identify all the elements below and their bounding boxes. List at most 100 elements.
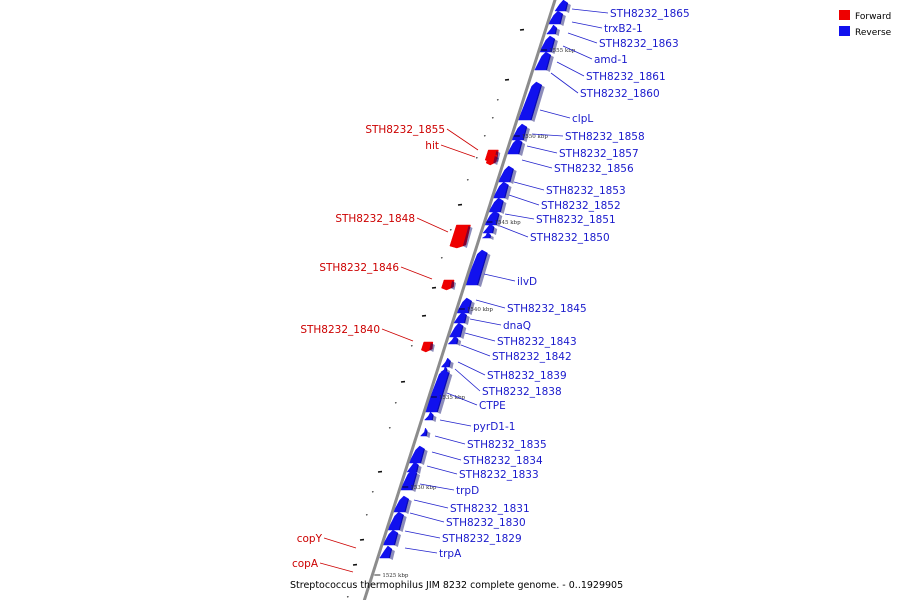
gene-label-dnaq[interactable]: dnaQ xyxy=(503,320,531,332)
gene-label-trpd[interactable]: trpD xyxy=(456,485,479,497)
gene-sth8232-1863[interactable] xyxy=(546,24,558,35)
gene-shade-sth8232-1865 xyxy=(565,3,571,13)
scale-ticks: 1555 kbp 1550 kbp 1545 kbp 1540 kbp 1535 kbp… xyxy=(374,48,576,579)
gene-shade-sth8232-1852 xyxy=(495,214,503,227)
leader-trpd xyxy=(419,483,455,491)
gene-label-ctpe[interactable]: CTPE xyxy=(479,400,506,412)
gene-sth8232-1861[interactable] xyxy=(534,51,552,71)
gene-label-sth8232-1834[interactable]: STH8232_1834 xyxy=(463,455,543,467)
leader-sth8232-1835 xyxy=(434,435,466,445)
gene-label-sth8232-1857[interactable]: STH8232_1857 xyxy=(559,148,639,160)
leader-copa xyxy=(319,562,354,573)
gene-label-sth8232-1865[interactable]: STH8232_1865 xyxy=(610,8,690,20)
gene-shade-sth8232-1853 xyxy=(499,201,507,214)
gene-label-sth8232-1835[interactable]: STH8232_1835 xyxy=(467,439,547,451)
gene-label-sth8232-1840[interactable]: STH8232_1840 xyxy=(300,324,380,336)
gene-label-sth8232-1856[interactable]: STH8232_1856 xyxy=(554,163,634,175)
leader-sth8232-1831 xyxy=(413,499,449,509)
gene-label-sth8232-1833[interactable]: STH8232_1833 xyxy=(459,469,539,481)
gene-label-sth8232-1842[interactable]: STH8232_1842 xyxy=(492,351,572,363)
gene-shade-sth8232-1850 xyxy=(489,235,494,240)
legend-forward-label: Forward xyxy=(855,12,891,22)
gene-label-hit[interactable]: hit xyxy=(425,140,439,152)
gene-label-amd-1[interactable]: amd-1 xyxy=(594,54,628,66)
leader-sth8232-1830 xyxy=(409,512,445,523)
gene-label-sth8232-1845[interactable]: STH8232_1845 xyxy=(507,303,587,315)
gene-shade-sth8232-1830 xyxy=(398,515,407,532)
gene-label-sth8232-1830[interactable]: STH8232_1830 xyxy=(446,517,526,529)
gene-sth8232-1835[interactable] xyxy=(419,427,428,437)
gene-sth8232-1839[interactable] xyxy=(440,357,451,368)
gene-label-sth8232-1829[interactable]: STH8232_1829 xyxy=(442,533,522,545)
gene-dnaq[interactable] xyxy=(453,311,468,324)
leader-sth8232-1839 xyxy=(457,361,486,376)
gene-shade-sth8232-1834 xyxy=(419,449,428,465)
gene-label-sth8232-1855[interactable]: STH8232_1855 xyxy=(365,124,445,136)
gene-label-trpa[interactable]: trpA xyxy=(439,548,462,560)
leader-trxb2-1 xyxy=(571,21,603,29)
gene-sth8232-1865[interactable] xyxy=(554,0,569,12)
gene-sth8232-1848[interactable] xyxy=(449,224,471,249)
gene-shade-dnaq xyxy=(463,315,470,325)
gene-sth8232-1840[interactable] xyxy=(420,341,434,353)
gene-trpa[interactable] xyxy=(379,545,393,559)
gene-pyrd1-1[interactable] xyxy=(423,411,434,421)
gene-shade-hit xyxy=(493,156,499,165)
gene-sth8232-1850[interactable] xyxy=(481,231,491,239)
gene-shade-sth8232-1833 xyxy=(416,465,422,474)
leader-sth8232-1848 xyxy=(416,217,449,233)
gene-shade-sth8232-1845 xyxy=(467,301,475,315)
leader-sth8232-1858 xyxy=(531,133,564,137)
gene-label-pyrd1-1[interactable]: pyrD1-1 xyxy=(473,421,515,433)
gene-sth8232-1842[interactable] xyxy=(447,335,459,345)
gene-label-sth8232-1850[interactable]: STH8232_1850 xyxy=(530,232,610,244)
gene-label-sth8232-1861[interactable]: STH8232_1861 xyxy=(586,71,666,83)
gene-sth8232-1833[interactable] xyxy=(406,461,419,473)
gene-label-ilvd[interactable]: ilvD xyxy=(517,276,537,288)
gene-label-sth8232-1863[interactable]: STH8232_1863 xyxy=(599,38,679,50)
gene-sth8232-1860[interactable] xyxy=(518,81,543,121)
gene-shade-sth8232-1860 xyxy=(530,85,545,122)
gene-hit[interactable] xyxy=(485,154,498,166)
leader-trpa xyxy=(404,547,438,554)
gene-shade-sth8232-1856 xyxy=(504,185,512,200)
gene-sth8232-1838[interactable] xyxy=(439,365,448,373)
gene-shade-trpa xyxy=(388,549,395,560)
gene-labels: STH8232_1865 trxB2-1 STH8232_1863 amd-1 STH8… xyxy=(292,8,690,570)
gene-sth8232-1846[interactable] xyxy=(441,279,455,291)
gene-label-trxb2-1[interactable]: trxB2-1 xyxy=(604,23,643,35)
gene-label-sth8232-1851[interactable]: STH8232_1851 xyxy=(536,214,616,226)
gene-label-sth8232-1839[interactable]: STH8232_1839 xyxy=(487,370,567,382)
gene-label-sth8232-1853[interactable]: STH8232_1853 xyxy=(546,185,626,197)
gene-label-sth8232-1858[interactable]: STH8232_1858 xyxy=(565,131,645,143)
leader-sth8232-1855 xyxy=(446,128,479,151)
gene-shade-ilvd xyxy=(476,253,491,287)
gene-label-sth8232-1838[interactable]: STH8232_1838 xyxy=(482,386,562,398)
leader-sth8232-1838 xyxy=(454,368,481,392)
gene-shade-sth8232-1843 xyxy=(459,326,467,339)
leader-pyrd1-1 xyxy=(439,419,472,427)
gene-label-sth8232-1848[interactable]: STH8232_1848 xyxy=(335,213,415,225)
leader-sth8232-1845 xyxy=(475,299,506,309)
gene-label-sth8232-1860[interactable]: STH8232_1860 xyxy=(580,88,660,100)
gene-label-sth8232-1846[interactable]: STH8232_1846 xyxy=(319,262,399,274)
gene-shade-sth8232-1863 xyxy=(554,28,560,36)
gene-label-sth8232-1852[interactable]: STH8232_1852 xyxy=(541,200,621,212)
gene-label-copy[interactable]: copY xyxy=(297,533,323,545)
leader-dnaq xyxy=(469,318,502,326)
scale-tick-label: 1525 kbp xyxy=(382,573,409,579)
leader-ctpe xyxy=(446,392,478,406)
gene-label-sth8232-1831[interactable]: STH8232_1831 xyxy=(450,503,530,515)
legend: Forward Reverse xyxy=(839,10,892,38)
leader-sth8232-1851 xyxy=(504,213,535,220)
gene-label-clpl[interactable]: clpL xyxy=(572,113,593,125)
gene-shade-trxb2-1 xyxy=(559,14,566,26)
gene-sth8232-1851[interactable] xyxy=(482,223,495,234)
gene-shade-sth8232-1835 xyxy=(425,431,431,438)
legend-forward-swatch xyxy=(839,10,850,20)
gene-shade-sth8232-1846 xyxy=(450,281,457,290)
gene-label-copa[interactable]: copA xyxy=(292,558,319,570)
gene-label-sth8232-1843[interactable]: STH8232_1843 xyxy=(497,336,577,348)
gene-sth8232-1843[interactable] xyxy=(449,322,464,338)
